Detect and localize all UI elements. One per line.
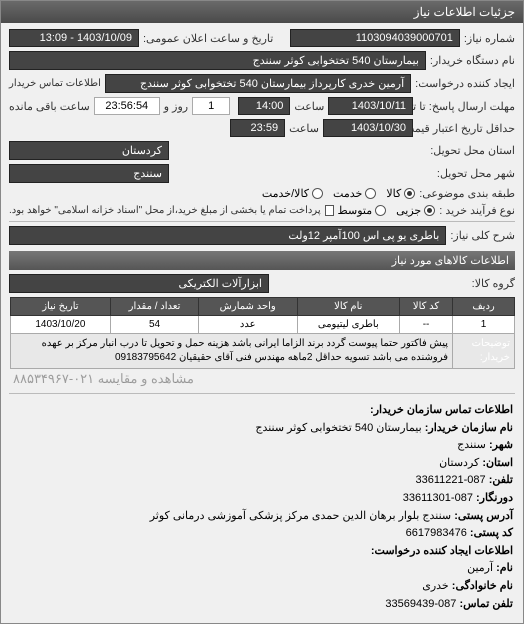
reply-deadline-label: مهلت ارسال پاسخ: تا تاریخ:	[417, 100, 515, 113]
goods-section-header: اطلاعات کالاهای مورد نیاز	[9, 251, 515, 270]
and-label: روز و	[164, 100, 188, 113]
address-label: آدرس پستی:	[454, 510, 513, 522]
window-titlebar: جزئیات اطلاعات نیاز	[1, 1, 523, 23]
payment-radio-medium[interactable]: متوسط	[338, 204, 387, 217]
th-row: ردیف	[453, 298, 515, 316]
buyer-contact-link[interactable]: اطلاعات تماس خریدار	[9, 78, 101, 89]
announce-datetime-value: 1403/10/09 - 13:09	[9, 29, 139, 47]
postcode-value: 6617983476	[406, 527, 467, 539]
subject-class-label: طبقه بندی موضوعی:	[419, 187, 515, 200]
requester-value: آرمین خدری کارپرداز بیمارستان 540 تختخوا…	[105, 74, 411, 93]
window-body: شماره نیاز: 1103094039000701 تاریخ و ساع…	[1, 23, 523, 623]
td-row: 1	[453, 316, 515, 334]
td-unit: عدد	[198, 316, 297, 334]
goods-table: ردیف کد کالا نام کالا واحد شمارش تعداد /…	[9, 297, 515, 369]
payment-note: پرداخت تمام یا بخشی از مبلغ خرید،از محل …	[9, 205, 321, 216]
days-left-value: 1	[192, 97, 230, 115]
radio-dot-icon	[404, 188, 415, 199]
at-time-label-2: ساعت	[289, 122, 319, 135]
postcode-label: کد پستی:	[470, 527, 513, 539]
td-date: 1403/10/20	[10, 316, 111, 334]
reply-date-value: 1403/10/11	[328, 97, 413, 115]
subject-radio-both[interactable]: کالا/خدمت	[262, 187, 323, 200]
window-title: جزئیات اطلاعات نیاز	[414, 5, 515, 19]
buyer-device-value: بیمارستان 540 تختخوابی کوثر سنندج	[9, 51, 426, 70]
td-code: --	[400, 316, 453, 334]
goods-group-value: ابزارآلات الکتریکی	[9, 274, 269, 293]
buyer-notes-value: پیش فاکتور حتما پیوست گردد برند الزاما ا…	[10, 334, 453, 369]
th-name: نام کالا	[297, 298, 399, 316]
tel-label: تلفن:	[489, 474, 513, 486]
req-tel-value: 087-33569439	[385, 598, 456, 610]
announce-datetime-label: تاریخ و ساعت اعلان عمومی:	[143, 32, 273, 45]
req-family-value: خدری	[422, 580, 449, 592]
org-name-label: نام سازمان خریدار:	[425, 422, 513, 434]
divider	[9, 221, 515, 222]
delivery-province-label: استان محل تحویل:	[430, 144, 515, 157]
reply-time-value: 14:00	[238, 97, 290, 115]
delivery-city-value: سنندج	[9, 164, 169, 183]
province-value: کردستان	[439, 457, 479, 469]
time-left-label: ساعت باقی مانده	[9, 100, 90, 113]
th-qty: تعداد / مقدار	[111, 298, 199, 316]
req-name-value: آرمین	[467, 562, 493, 574]
td-qty: 54	[111, 316, 199, 334]
fax-value: 087-33611301	[403, 492, 473, 504]
th-unit: واحد شمارش	[198, 298, 297, 316]
delivery-city-label: شهر محل تحویل:	[437, 167, 515, 180]
need-number-label: شماره نیاز:	[464, 32, 515, 45]
divider	[9, 393, 515, 394]
validity-time-value: 23:59	[230, 119, 285, 137]
table-row: 1 -- باطری لیتیومی عدد 54 1403/10/20	[10, 316, 515, 334]
radio-dot-icon	[375, 205, 386, 216]
subject-radios: کالا خدمت کالا/خدمت	[262, 187, 415, 200]
req-family-label: نام خانوادگی:	[452, 580, 513, 592]
payment-radio-partial[interactable]: جزیی	[396, 204, 435, 217]
org-name-value: بیمارستان 540 تختخوابی کوثر سنندج	[255, 422, 421, 434]
delivery-province-value: کردستان	[9, 141, 169, 160]
radio-dot-icon	[365, 188, 376, 199]
province-label: استان:	[482, 457, 513, 469]
tel-value: 087-33611221	[415, 474, 485, 486]
req-tel-label: تلفن تماس:	[459, 598, 513, 610]
validity-label: حداقل تاریخ اعتبار قیمت: تا تاریخ:	[417, 122, 515, 135]
at-time-label-1: ساعت	[294, 100, 324, 113]
payment-radios: جزیی متوسط	[338, 204, 436, 217]
req-name-label: نام:	[496, 562, 513, 574]
radio-dot-icon	[312, 188, 323, 199]
th-code: کد کالا	[400, 298, 453, 316]
address-value: سنندج بلوار برهان الدین حمدی مرکز پزشکی …	[150, 510, 451, 522]
radio-dot-icon	[424, 205, 435, 216]
buyer-notes-label: توضیحات خریدار:	[453, 334, 515, 369]
subject-radio-service[interactable]: خدمت	[333, 187, 376, 200]
requester-label: ایجاد کننده درخواست:	[415, 77, 515, 90]
contact-block: اطلاعات تماس سازمان خریدار: نام سازمان خ…	[9, 398, 515, 617]
watermark-text: مشاهده و مقایسه ۰۲۱-۸۸۵۳۴۹۶۷	[9, 369, 515, 389]
td-name: باطری لیتیومی	[297, 316, 399, 334]
city-value: سنندج	[457, 439, 486, 451]
buyer-notes-row: توضیحات خریدار: پیش فاکتور حتما پیوست گر…	[10, 334, 515, 369]
treasury-checkbox[interactable]	[325, 205, 334, 216]
need-desc-value: باطری یو پی اس 100آمپر 12ولت	[9, 226, 446, 245]
payment-type-label: نوع فرآیند خرید :	[439, 204, 515, 217]
fax-label: دورنگار:	[476, 492, 513, 504]
goods-group-label: گروه کالا:	[472, 277, 515, 290]
need-desc-label: شرح کلی نیاز:	[450, 229, 515, 242]
buyer-device-label: نام دستگاه خریدار:	[430, 54, 515, 67]
contact-section-label: اطلاعات تماس سازمان خریدار:	[370, 404, 513, 416]
req-contact-section-label: اطلاعات ایجاد کننده درخواست:	[371, 545, 513, 557]
validity-date-value: 1403/10/30	[323, 119, 413, 137]
th-date: تاریخ نیاز	[10, 298, 111, 316]
table-header-row: ردیف کد کالا نام کالا واحد شمارش تعداد /…	[10, 298, 515, 316]
details-window: جزئیات اطلاعات نیاز شماره نیاز: 11030940…	[0, 0, 524, 624]
time-left-value: 23:56:54	[94, 97, 160, 115]
city-label: شهر:	[489, 439, 513, 451]
subject-radio-goods[interactable]: کالا	[386, 187, 415, 200]
need-number-value: 1103094039000701	[290, 29, 460, 47]
